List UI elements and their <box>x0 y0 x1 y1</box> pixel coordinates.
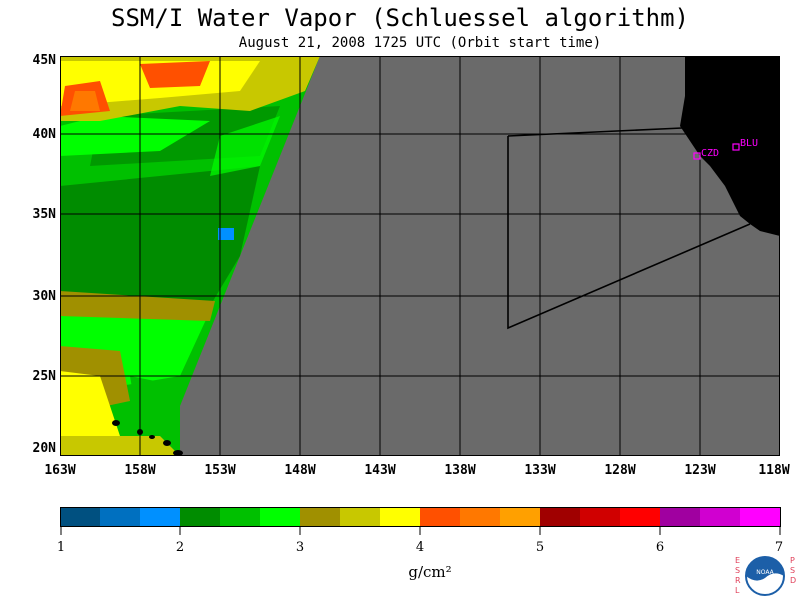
colorbar-tick-2: 2 <box>175 540 185 555</box>
color-bar-swatch <box>740 507 781 527</box>
color-bar-swatch <box>60 507 101 527</box>
lon-label-153w: 153W <box>204 463 236 478</box>
color-bar-swatch <box>220 507 261 527</box>
station-blu-marker <box>732 143 740 151</box>
hawaii-islands <box>112 420 183 456</box>
colorbar-tick-7: 7 <box>774 540 784 555</box>
color-bar <box>60 507 781 535</box>
lat-label-25n: 25N <box>32 369 56 384</box>
lat-lon-grid <box>60 56 780 456</box>
colorbar-tick-5: 5 <box>535 540 545 555</box>
map-subtitle: August 21, 2008 1725 UTC (Orbit start ti… <box>238 35 602 51</box>
color-bar-swatch <box>340 507 381 527</box>
color-bar-swatch <box>660 507 701 527</box>
colorbar-tick-4: 4 <box>415 540 425 555</box>
color-bar-swatch <box>100 507 141 527</box>
color-bar-swatch <box>620 507 661 527</box>
colorbar-tick-6: 6 <box>655 540 665 555</box>
land-north-america <box>680 56 780 236</box>
color-bar-swatch <box>380 507 421 527</box>
color-bar-swatch <box>260 507 301 527</box>
lat-label-20n: 20N <box>32 441 56 456</box>
map-frame <box>60 56 780 456</box>
color-bar-ticks <box>60 527 781 535</box>
orbit-track <box>507 127 751 330</box>
satellite-swath <box>60 56 320 456</box>
color-bar-swatch <box>140 507 181 527</box>
station-markers <box>693 143 740 160</box>
lon-label-133w: 133W <box>524 463 556 478</box>
color-bar-swatch <box>180 507 221 527</box>
low-vapor-patch <box>218 228 234 240</box>
lon-label-163w: 163W <box>44 463 76 478</box>
color-bar-swatch <box>460 507 501 527</box>
lon-label-158w: 158W <box>124 463 156 478</box>
lat-label-45n: 45N <box>32 53 56 68</box>
color-bar-swatch <box>580 507 621 527</box>
map-title: SSM/I Water Vapor (Schluessel algorithm) <box>111 4 689 32</box>
color-bar-swatch <box>500 507 541 527</box>
color-bar-swatch <box>540 507 581 527</box>
station-czd-label: CZD <box>701 148 719 159</box>
lon-label-138w: 138W <box>444 463 476 478</box>
lon-label-123w: 123W <box>684 463 716 478</box>
lon-label-148w: 148W <box>284 463 316 478</box>
station-blu-label: BLU <box>740 138 758 149</box>
noaa-logo-text: NOAA <box>756 569 774 576</box>
color-bar-swatch <box>700 507 741 527</box>
lon-label-128w: 128W <box>604 463 636 478</box>
lat-label-30n: 30N <box>32 289 56 304</box>
colorbar-units: g/cm² <box>408 563 452 581</box>
colorbar-tick-1: 1 <box>56 540 66 555</box>
color-bar-swatch <box>300 507 341 527</box>
lat-label-35n: 35N <box>32 207 56 222</box>
noaa-logo: NOAA <box>745 556 785 596</box>
station-czd-marker <box>693 152 701 160</box>
lat-label-40n: 40N <box>32 127 56 142</box>
color-bar-swatches <box>60 507 781 527</box>
water-vapor-map: CZD BLU <box>60 56 780 456</box>
lon-label-143w: 143W <box>364 463 396 478</box>
color-bar-swatch <box>420 507 461 527</box>
colorbar-tick-3: 3 <box>295 540 305 555</box>
lon-label-118w: 118W <box>758 463 790 478</box>
